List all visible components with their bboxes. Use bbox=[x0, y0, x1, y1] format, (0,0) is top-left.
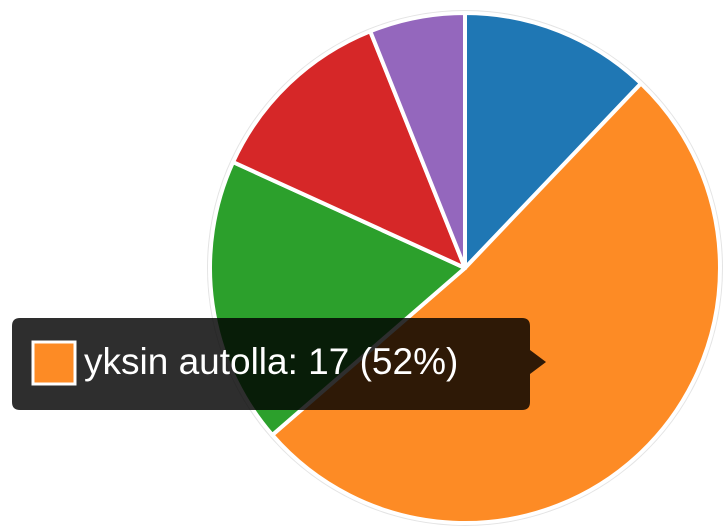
pie bbox=[207, 10, 723, 526]
pie-slice bbox=[463, 11, 643, 270]
pie-slice bbox=[270, 81, 722, 525]
tooltip: yksin autolla: 17 (52%) bbox=[12, 318, 546, 410]
tooltip-text: yksin autolla: 17 (52%) bbox=[84, 341, 458, 382]
pie-slice bbox=[231, 29, 467, 270]
pie-slice bbox=[368, 11, 467, 270]
tooltip-box bbox=[12, 318, 546, 410]
tooltip-swatch bbox=[31, 340, 77, 386]
